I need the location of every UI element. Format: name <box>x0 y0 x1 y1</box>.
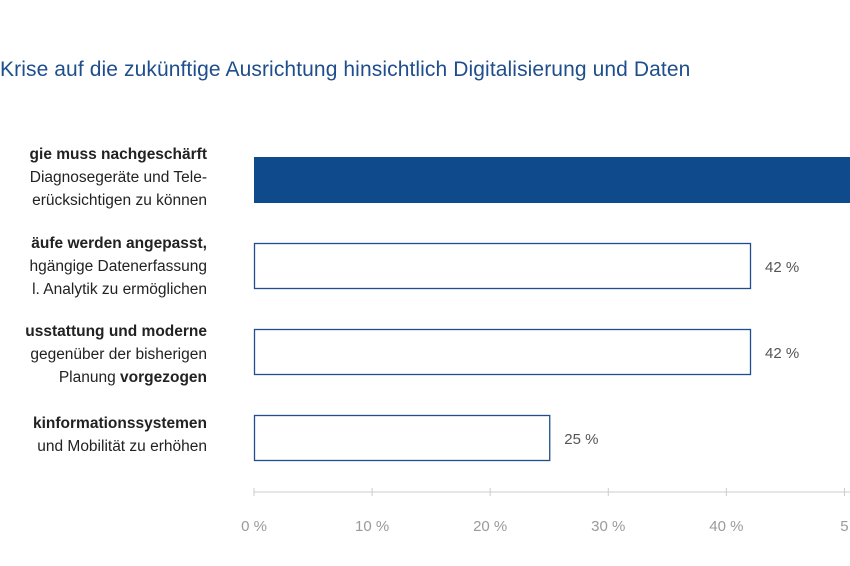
x-tick-label: 40 % <box>709 518 743 535</box>
category-label-line: erücksichtigen zu können <box>32 189 207 212</box>
bar <box>253 242 752 290</box>
category-label-text: und Mobilität zu erhöhen <box>37 438 207 455</box>
category-label-line: gie muss nachgeschärft <box>30 143 207 166</box>
bar <box>254 157 850 203</box>
category-label-text: Diagnosegeräte und Tele- <box>29 169 207 186</box>
category-label-text: hgängige Datenerfassung <box>29 258 207 275</box>
x-tick-label: 20 % <box>473 518 507 535</box>
category-label-text: erücksichtigen zu können <box>32 192 207 209</box>
x-tick-label: 10 % <box>355 518 389 535</box>
chart-title: Krise auf die zukünftige Ausrichtung hin… <box>0 58 691 81</box>
category-label-line: Diagnosegeräte und Tele- <box>30 166 207 189</box>
category-label-text: kinformationssystemen <box>33 415 207 432</box>
category-label-line: hgängige Datenerfassung <box>29 255 207 278</box>
value-label: 42 % <box>765 345 799 362</box>
category-label-line: und Mobilität zu erhöhen <box>37 435 207 458</box>
bar <box>253 328 752 376</box>
x-tick-label: 5 <box>840 518 848 535</box>
value-label: 42 % <box>765 259 799 276</box>
x-tick-label: 30 % <box>591 518 625 535</box>
category-label-text: äufe werden angepasst, <box>31 235 207 252</box>
value-label: 25 % <box>564 431 598 448</box>
category-label-text: gie muss nachgeschärft <box>29 146 207 163</box>
category-label-line: äufe werden angepasst, <box>31 232 207 255</box>
category-label-line: l. Analytik zu ermöglichen <box>32 278 207 301</box>
category-label-line: Planung vorgezogen <box>59 366 207 389</box>
category-label-line: kinformationssystemen <box>33 412 207 435</box>
category-label-text: Planung <box>58 369 121 386</box>
category-label-text: l. Analytik zu ermöglichen <box>32 281 207 298</box>
category-label-line: gegenüber der bisherigen <box>30 343 207 366</box>
category-label-text: usstattung und moderne <box>25 323 207 340</box>
category-label-emphasis: vorgezogen <box>120 369 207 386</box>
category-label-text: gegenüber der bisherigen <box>30 346 207 363</box>
bar <box>253 414 551 462</box>
x-tick-label: 0 % <box>241 518 267 535</box>
category-label-line: usstattung und moderne <box>25 320 207 343</box>
